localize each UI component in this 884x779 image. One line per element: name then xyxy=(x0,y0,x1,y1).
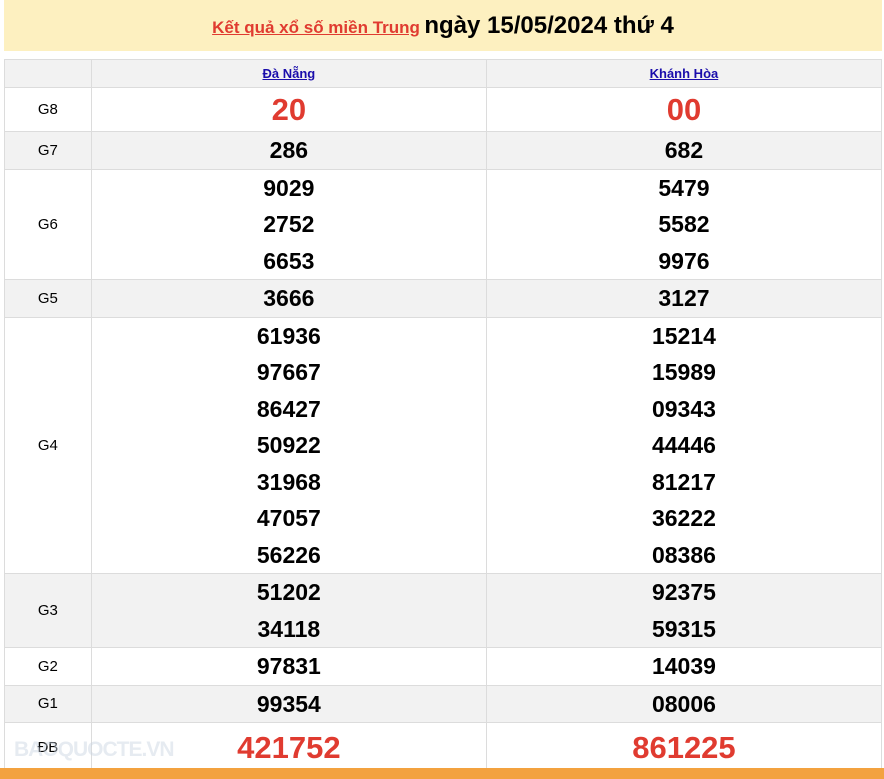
prize-label: G6 xyxy=(4,168,92,280)
prize-number: 92375 xyxy=(651,579,716,605)
prize-row-g8: G8 20 00 xyxy=(4,87,883,132)
prize-cell: 20 xyxy=(90,87,487,132)
prize-label: G2 xyxy=(4,647,92,686)
prize-cell: 682 xyxy=(485,131,883,170)
prize-cell: 99354 xyxy=(90,684,487,723)
prize-label: G8 xyxy=(4,87,92,132)
prize-number: 6653 xyxy=(263,247,315,274)
prize-row-đb: ĐB 421752 861225 xyxy=(4,722,883,773)
footer-bar xyxy=(0,768,884,779)
prize-number: 86427 xyxy=(256,395,321,422)
prize-number: 20 xyxy=(271,92,307,127)
watermark-logo: BAOQUOCTE.VN xyxy=(14,738,175,761)
prize-cell: 00 xyxy=(485,87,883,132)
prize-number: 97667 xyxy=(256,359,321,385)
prize-row-g3: G3 51202 34118 92375 59315 xyxy=(4,573,883,648)
prize-number: 36222 xyxy=(651,505,716,531)
prize-number: 97831 xyxy=(256,653,321,679)
prize-cell: 15214 15989 09343 44446 81217 36222 08386 xyxy=(485,316,883,574)
prize-number: 56226 xyxy=(256,541,321,568)
prize-number: 3127 xyxy=(658,285,710,311)
prize-row-g2: G2 97831 14039 xyxy=(4,647,883,686)
prize-number: 421752 xyxy=(237,730,341,765)
province-link-khanh-hoa[interactable]: Khánh Hòa xyxy=(649,65,719,81)
prize-label: G5 xyxy=(4,279,92,318)
prize-number: 50922 xyxy=(256,432,321,458)
prize-number: 9029 xyxy=(263,174,315,201)
prize-cell: 5479 5582 9976 xyxy=(485,168,883,280)
prize-cell: 61936 97667 86427 50922 31968 47057 56226 xyxy=(90,316,487,574)
prize-cell: 3127 xyxy=(485,279,883,318)
prize-cell: 14039 xyxy=(485,647,883,686)
corner-cell xyxy=(4,59,92,88)
prize-cell: 9029 2752 6653 xyxy=(90,168,487,280)
prize-number: 15989 xyxy=(651,359,716,385)
prize-cell: 3666 xyxy=(90,279,487,318)
prize-cell: 97831 xyxy=(90,647,487,686)
prize-number: 286 xyxy=(269,137,309,163)
prize-number: 61936 xyxy=(256,322,321,349)
province-cell: Khánh Hòa xyxy=(485,59,883,88)
prize-label: G3 xyxy=(4,573,92,648)
prize-cell: 51202 34118 xyxy=(90,573,487,648)
prize-row-g7: G7 286 682 xyxy=(4,131,883,170)
prize-cell: 286 xyxy=(90,131,487,170)
prize-number: 51202 xyxy=(256,579,321,605)
prize-label: G7 xyxy=(4,131,92,170)
prize-number: 15214 xyxy=(651,322,716,349)
results-title-bar: Kết quả xổ số miền Trung ngày 15/05/2024… xyxy=(4,0,882,51)
prize-number: 14039 xyxy=(651,653,716,679)
province-link-da-nang[interactable]: Đà Nẵng xyxy=(262,65,316,81)
prize-number: 08006 xyxy=(651,690,716,717)
prize-number: 09343 xyxy=(651,395,716,422)
prize-number: 00 xyxy=(666,92,702,127)
prize-label: G1 xyxy=(4,684,92,723)
results-table: Đà Nẵng Khánh Hòa G8 20 00 G7 286 682 G6 9029 27… xyxy=(4,59,883,773)
prize-number: 31968 xyxy=(256,468,321,495)
prize-number: 47057 xyxy=(256,505,321,531)
prize-label: ĐB xyxy=(4,722,92,773)
prize-number: 5582 xyxy=(658,211,710,237)
results-link[interactable]: Kết quả xổ số miền Trung xyxy=(212,18,420,37)
prize-number: 44446 xyxy=(651,432,716,458)
province-cell: Đà Nẵng xyxy=(90,59,487,88)
prize-number: 3666 xyxy=(263,285,315,311)
prize-number: 08386 xyxy=(651,541,716,568)
prize-cell: 861225 xyxy=(485,722,883,773)
prize-number: 5479 xyxy=(658,174,710,201)
header-row: Đà Nẵng Khánh Hòa xyxy=(4,59,883,88)
prize-row-g1: G1 99354 08006 xyxy=(4,684,883,723)
prize-cell: 421752 xyxy=(90,722,487,773)
prize-number: 59315 xyxy=(651,615,716,642)
prize-row-g4: G4 61936 97667 86427 50922 31968 47057 56226 152… xyxy=(4,316,883,574)
prize-number: 99354 xyxy=(256,690,321,717)
prize-cell: 08006 xyxy=(485,684,883,723)
prize-number: 81217 xyxy=(651,468,716,495)
prize-row-g5: G5 3666 3127 xyxy=(4,279,883,318)
prize-number: 861225 xyxy=(632,730,736,765)
prize-number: 9976 xyxy=(658,247,710,274)
prize-cell: 92375 59315 xyxy=(485,573,883,648)
prize-row-g6: G6 9029 2752 6653 5479 5582 9976 xyxy=(4,168,883,280)
prize-number: 2752 xyxy=(263,211,315,237)
date-text: ngày 15/05/2024 thứ 4 xyxy=(424,12,674,39)
prize-number: 34118 xyxy=(257,615,321,642)
prize-label: G4 xyxy=(4,316,92,574)
prize-number: 682 xyxy=(664,137,704,163)
